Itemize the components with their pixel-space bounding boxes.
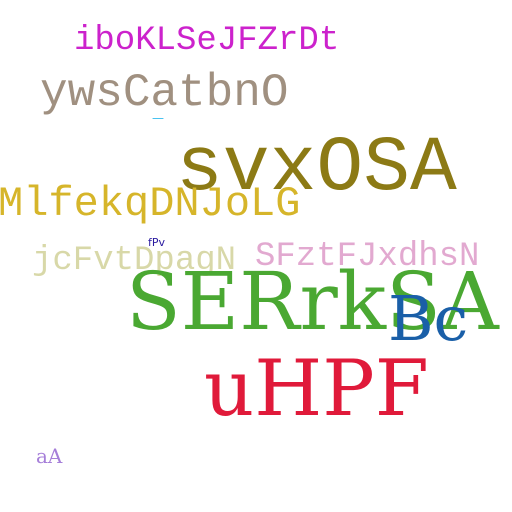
word-svx: svxOSA — [176, 125, 457, 213]
word-uhpf: uHPF — [204, 344, 429, 434]
word-bc: Bc — [388, 282, 469, 355]
word-dash: — — [152, 111, 164, 125]
word-fpv: fPv — [148, 236, 166, 249]
word-yws: ywsCatbnO — [40, 67, 289, 119]
word-aa: aA — [36, 444, 63, 468]
word-sfz: SFztFJxdhsN — [255, 238, 480, 276]
word-mlf: MlfekqDNJoLG — [0, 180, 301, 228]
word-ibo: iboKLSeJFZrDt — [74, 22, 340, 60]
word-serrk: SERrkSA — [126, 255, 499, 348]
word-jcf: jcFvtDpagN — [32, 242, 237, 280]
